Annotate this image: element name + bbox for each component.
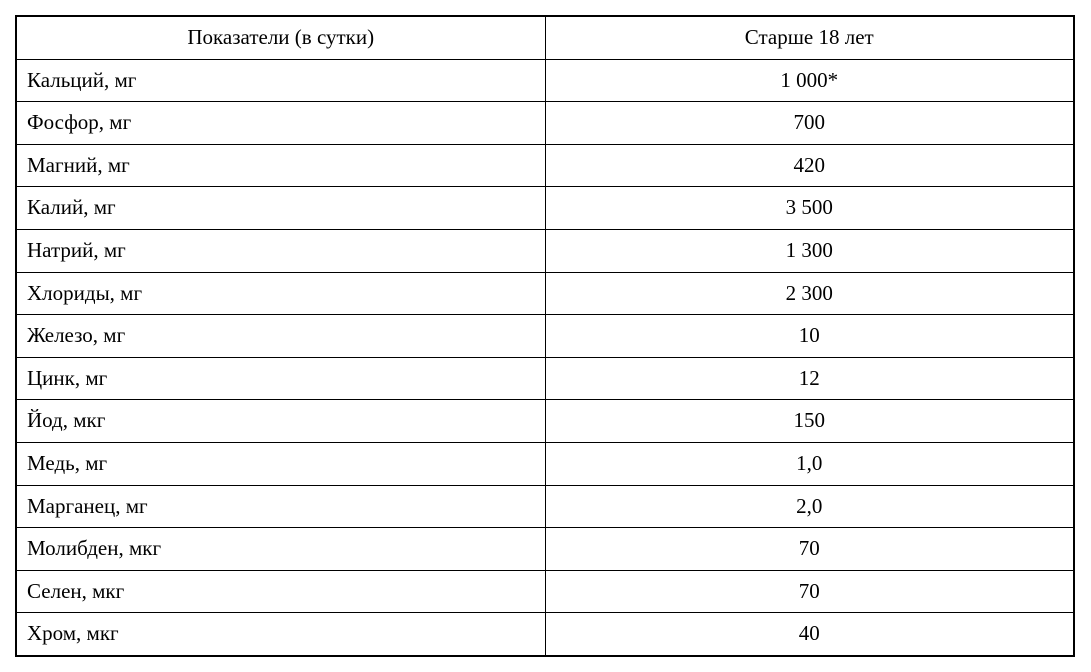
cell-indicator: Йод, мкг <box>16 400 545 443</box>
cell-indicator: Марганец, мг <box>16 485 545 528</box>
cell-value: 150 <box>545 400 1074 443</box>
cell-value: 700 <box>545 102 1074 145</box>
table-row: Йод, мкг 150 <box>16 400 1074 443</box>
table-row: Калий, мг 3 500 <box>16 187 1074 230</box>
cell-value: 10 <box>545 315 1074 358</box>
column-header-value: Старше 18 лет <box>545 16 1074 59</box>
table-row: Селен, мкг 70 <box>16 570 1074 613</box>
cell-value: 2 300 <box>545 272 1074 315</box>
table-row: Хлориды, мг 2 300 <box>16 272 1074 315</box>
table-row: Железо, мг 10 <box>16 315 1074 358</box>
table-row: Натрий, мг 1 300 <box>16 229 1074 272</box>
cell-indicator: Молибден, мкг <box>16 528 545 571</box>
cell-value: 2,0 <box>545 485 1074 528</box>
cell-indicator: Медь, мг <box>16 442 545 485</box>
minerals-intake-table: Показатели (в сутки) Старше 18 лет Кальц… <box>15 15 1075 657</box>
table-row: Фосфор, мг 700 <box>16 102 1074 145</box>
cell-indicator: Цинк, мг <box>16 357 545 400</box>
cell-value: 3 500 <box>545 187 1074 230</box>
cell-indicator: Натрий, мг <box>16 229 545 272</box>
table-row: Цинк, мг 12 <box>16 357 1074 400</box>
cell-value: 12 <box>545 357 1074 400</box>
cell-indicator: Калий, мг <box>16 187 545 230</box>
cell-indicator: Хлориды, мг <box>16 272 545 315</box>
cell-value: 1 000* <box>545 59 1074 102</box>
table-header-row: Показатели (в сутки) Старше 18 лет <box>16 16 1074 59</box>
cell-value: 420 <box>545 144 1074 187</box>
cell-value: 70 <box>545 570 1074 613</box>
cell-value: 1 300 <box>545 229 1074 272</box>
cell-indicator: Кальций, мг <box>16 59 545 102</box>
cell-indicator: Хром, мкг <box>16 613 545 656</box>
table-row: Хром, мкг 40 <box>16 613 1074 656</box>
cell-indicator: Фосфор, мг <box>16 102 545 145</box>
cell-indicator: Магний, мг <box>16 144 545 187</box>
table-row: Медь, мг 1,0 <box>16 442 1074 485</box>
cell-value: 1,0 <box>545 442 1074 485</box>
table-row: Марганец, мг 2,0 <box>16 485 1074 528</box>
table-row: Кальций, мг 1 000* <box>16 59 1074 102</box>
table-row: Молибден, мкг 70 <box>16 528 1074 571</box>
column-header-indicator: Показатели (в сутки) <box>16 16 545 59</box>
cell-value: 70 <box>545 528 1074 571</box>
cell-indicator: Селен, мкг <box>16 570 545 613</box>
cell-indicator: Железо, мг <box>16 315 545 358</box>
table-row: Магний, мг 420 <box>16 144 1074 187</box>
cell-value: 40 <box>545 613 1074 656</box>
